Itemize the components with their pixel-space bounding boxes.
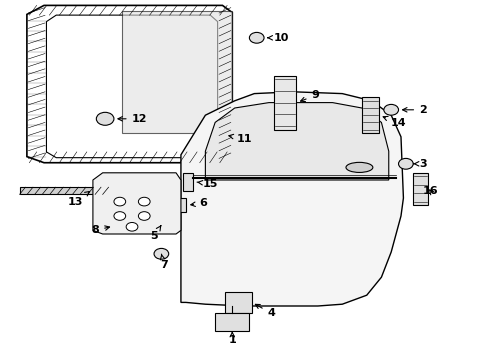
Circle shape (383, 104, 398, 115)
Ellipse shape (346, 162, 372, 172)
Polygon shape (181, 92, 403, 306)
Text: 3: 3 (413, 159, 426, 169)
Text: 4: 4 (255, 304, 275, 318)
Polygon shape (224, 292, 251, 313)
Polygon shape (102, 220, 124, 232)
Text: 6: 6 (190, 198, 206, 208)
Polygon shape (273, 76, 295, 130)
Circle shape (126, 222, 138, 231)
Text: 14: 14 (383, 116, 406, 128)
Text: 12: 12 (118, 114, 147, 124)
Polygon shape (20, 187, 102, 194)
Circle shape (114, 212, 125, 220)
Circle shape (398, 158, 412, 169)
Text: 7: 7 (160, 254, 167, 270)
Circle shape (138, 197, 150, 206)
Circle shape (249, 32, 264, 43)
Polygon shape (412, 173, 427, 205)
Text: 2: 2 (402, 105, 426, 115)
Polygon shape (361, 97, 378, 133)
Polygon shape (215, 313, 249, 331)
Polygon shape (173, 198, 185, 212)
Polygon shape (122, 11, 232, 133)
Polygon shape (205, 103, 388, 180)
Circle shape (96, 112, 114, 125)
Polygon shape (93, 173, 181, 234)
Circle shape (138, 212, 150, 220)
Text: 10: 10 (267, 33, 288, 43)
Polygon shape (149, 218, 171, 232)
Text: 16: 16 (422, 186, 437, 196)
Text: 5: 5 (150, 226, 161, 241)
Circle shape (154, 248, 168, 259)
Text: 13: 13 (68, 192, 89, 207)
Text: 11: 11 (228, 134, 252, 144)
Text: 1: 1 (228, 332, 236, 345)
Text: 9: 9 (300, 90, 319, 102)
Polygon shape (183, 173, 193, 191)
Circle shape (114, 197, 125, 206)
Text: 15: 15 (197, 179, 218, 189)
Text: 8: 8 (91, 225, 109, 235)
